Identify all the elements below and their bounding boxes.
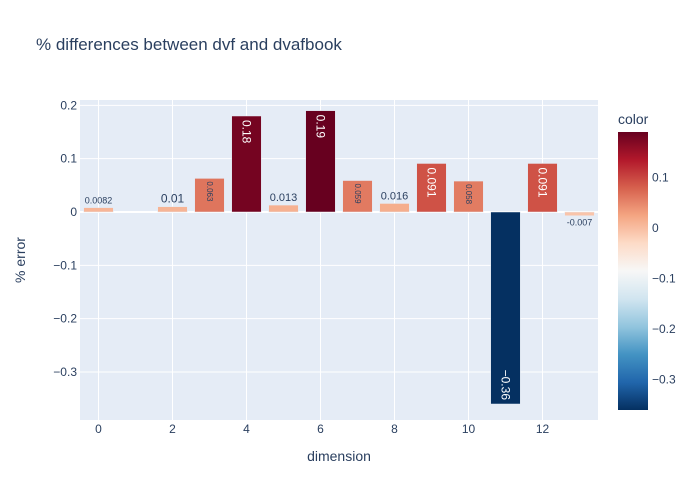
- x-tick-label: 2: [169, 422, 176, 436]
- bar: [564, 211, 595, 216]
- bar-data-label: 0.01: [161, 192, 185, 206]
- bar: [342, 180, 373, 213]
- x-axis-title: dimension: [307, 448, 371, 464]
- bar: [83, 207, 114, 213]
- bar-data-label: 0.013: [270, 192, 298, 204]
- x-tick-label: 6: [317, 422, 324, 436]
- bar-data-label: 0.19: [314, 115, 328, 139]
- x-tick-label: 10: [462, 422, 476, 436]
- x-tick-label: 8: [391, 422, 398, 436]
- bar-data-label: 0.0082: [85, 196, 113, 206]
- bar: [194, 178, 225, 213]
- bar-data-label: 0.18: [240, 120, 254, 144]
- bar-data-label: 0.016: [381, 190, 409, 202]
- bar: [416, 163, 447, 213]
- y-axis-title: % error: [12, 237, 28, 283]
- bar-data-label: 0.091: [536, 167, 550, 197]
- bar: [268, 204, 299, 213]
- bar-data-label: 0.059: [353, 184, 362, 205]
- colorbar-tick-label: −0.1: [652, 272, 676, 286]
- x-tick-labels: 0 2 4 6 8 10 12: [95, 422, 549, 436]
- bar-data-label: -0.007: [567, 218, 593, 228]
- bars: [83, 110, 595, 405]
- bar: [231, 115, 262, 213]
- bar-labels: 0.0082 0.01 0.063 0.18 0.013 0.19 0.059 0.016 0.…: [85, 115, 593, 401]
- y-tick-label: 0.1: [60, 152, 77, 166]
- colorbar-title: color: [618, 111, 649, 127]
- bar: [379, 203, 410, 213]
- colorbar-tick-label: −0.2: [652, 322, 676, 336]
- x-tick-label: 12: [536, 422, 550, 436]
- bar: [453, 180, 484, 213]
- x-tick-label: 0: [95, 422, 102, 436]
- bar: [490, 211, 521, 405]
- colorbar-tick-label: 0: [652, 221, 659, 235]
- colorbar-tick-label: 0.1: [652, 170, 669, 184]
- colorbar-tick-label: −0.3: [652, 373, 676, 387]
- bar: [157, 206, 188, 213]
- y-tick-label: −0.2: [53, 312, 77, 326]
- y-tick-label: 0: [70, 205, 77, 219]
- y-tick-label: −0.3: [53, 365, 77, 379]
- bar: [305, 110, 336, 213]
- bar-data-label: −0.36: [499, 370, 513, 401]
- bar-data-label: 0.058: [464, 184, 473, 205]
- y-tick-labels: −0.3 −0.2 −0.1 0 0.1 0.2: [53, 98, 77, 379]
- bar-data-label: 0.091: [425, 167, 439, 197]
- x-tick-label: 4: [243, 422, 250, 436]
- bar-data-label: 0.063: [205, 181, 214, 202]
- colorbar: [618, 132, 648, 410]
- y-tick-label: 0.2: [60, 98, 77, 112]
- y-tick-label: −0.1: [53, 258, 77, 272]
- colorbar-tick-labels: −0.3 −0.2 −0.1 0 0.1: [652, 170, 676, 386]
- chart-title: % differences between dvf and dvafbook: [36, 35, 342, 54]
- bar: [527, 163, 558, 213]
